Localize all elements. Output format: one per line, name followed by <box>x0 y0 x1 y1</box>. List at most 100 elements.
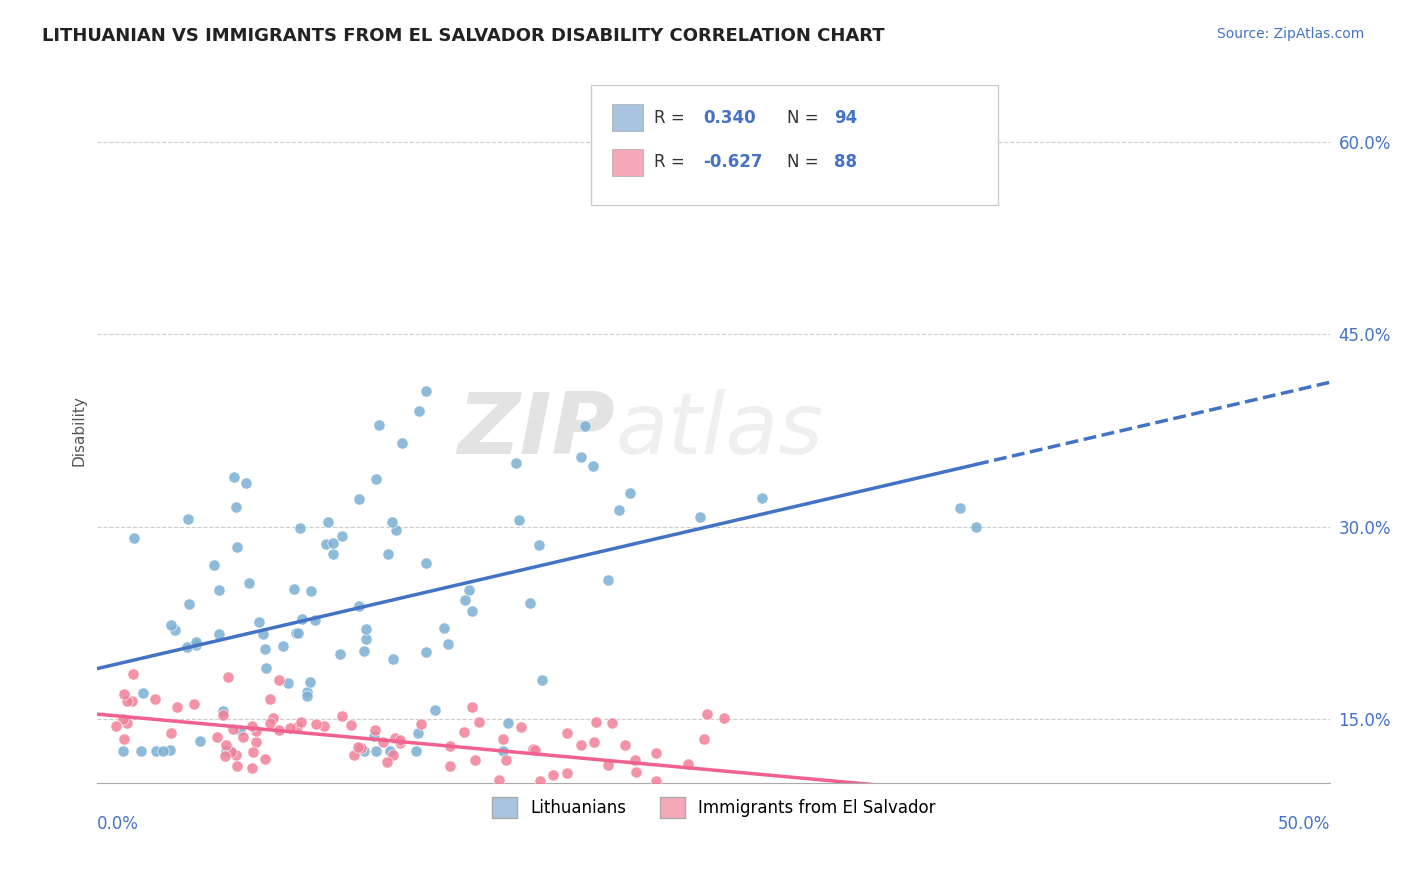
Text: Source: ZipAtlas.com: Source: ZipAtlas.com <box>1216 27 1364 41</box>
Point <box>207 730 229 744</box>
Point <box>315 537 337 551</box>
Text: -0.627: -0.627 <box>703 153 762 171</box>
Point <box>129 744 152 758</box>
Point <box>226 759 249 773</box>
Point <box>508 513 530 527</box>
Point <box>364 723 387 738</box>
Point <box>391 435 413 450</box>
Point <box>354 622 377 636</box>
Point <box>186 639 208 653</box>
Point <box>299 583 322 598</box>
Point <box>415 556 437 570</box>
Point <box>381 652 404 666</box>
Point <box>312 719 335 733</box>
Point <box>208 583 231 598</box>
Point <box>458 583 481 598</box>
Point <box>468 714 491 729</box>
Point <box>254 661 277 675</box>
Point <box>495 753 517 767</box>
Point <box>529 774 551 789</box>
Point <box>596 574 619 588</box>
Point <box>375 755 398 769</box>
Point <box>692 817 714 831</box>
Point <box>676 756 699 771</box>
Point <box>112 731 135 746</box>
Point <box>330 529 353 543</box>
Point <box>122 531 145 545</box>
Point <box>160 725 183 739</box>
Text: 0.0%: 0.0% <box>97 815 139 833</box>
Point <box>330 709 353 723</box>
Text: 50.0%: 50.0% <box>1278 815 1330 833</box>
Point <box>645 774 668 789</box>
Point <box>496 716 519 731</box>
Point <box>371 735 394 749</box>
Point <box>965 520 987 534</box>
Point <box>453 593 475 607</box>
Point <box>122 667 145 681</box>
Point <box>225 500 247 515</box>
Point <box>347 740 370 755</box>
Point <box>214 744 236 758</box>
Point <box>624 765 647 780</box>
Point <box>464 752 486 766</box>
Point <box>222 722 245 736</box>
Point <box>240 719 263 733</box>
Point <box>461 700 484 714</box>
Point <box>519 596 541 610</box>
Point <box>384 731 406 745</box>
Point <box>285 626 308 640</box>
Point <box>214 749 236 764</box>
Point <box>262 711 284 725</box>
Point <box>696 706 718 721</box>
Point <box>283 582 305 596</box>
Point <box>415 645 437 659</box>
Point <box>388 733 411 747</box>
Point <box>619 486 641 500</box>
Point <box>259 716 281 731</box>
Point <box>278 721 301 735</box>
Point <box>163 624 186 638</box>
Point <box>242 745 264 759</box>
Point <box>225 541 247 555</box>
Point <box>384 523 406 537</box>
Point <box>388 736 411 750</box>
Point <box>530 673 553 687</box>
Point <box>461 604 484 618</box>
Point <box>569 450 592 464</box>
Point <box>208 626 231 640</box>
Point <box>291 612 314 626</box>
Point <box>112 687 135 701</box>
Point <box>377 548 399 562</box>
Point <box>288 521 311 535</box>
Point <box>488 773 510 788</box>
Point <box>340 718 363 732</box>
Point <box>349 599 371 614</box>
Point <box>222 469 245 483</box>
Text: atlas: atlas <box>616 389 823 472</box>
Point <box>569 739 592 753</box>
Point <box>176 640 198 655</box>
Point <box>183 697 205 711</box>
Point <box>381 515 404 529</box>
Point <box>607 502 630 516</box>
Point <box>314 789 336 804</box>
Text: R =: R = <box>654 109 690 127</box>
Point <box>219 744 242 758</box>
Point <box>259 691 281 706</box>
Point <box>600 716 623 731</box>
Point <box>177 512 200 526</box>
Text: ZIP: ZIP <box>457 389 616 472</box>
Point <box>217 670 239 684</box>
Point <box>613 739 636 753</box>
Point <box>492 744 515 758</box>
Point <box>574 419 596 434</box>
Point <box>235 475 257 490</box>
Legend: Lithuanians, Immigrants from El Salvador: Lithuanians, Immigrants from El Salvador <box>485 790 942 824</box>
Point <box>523 742 546 756</box>
Point <box>232 730 254 744</box>
Point <box>247 615 270 630</box>
Point <box>368 417 391 432</box>
Point <box>121 694 143 708</box>
Point <box>347 491 370 506</box>
